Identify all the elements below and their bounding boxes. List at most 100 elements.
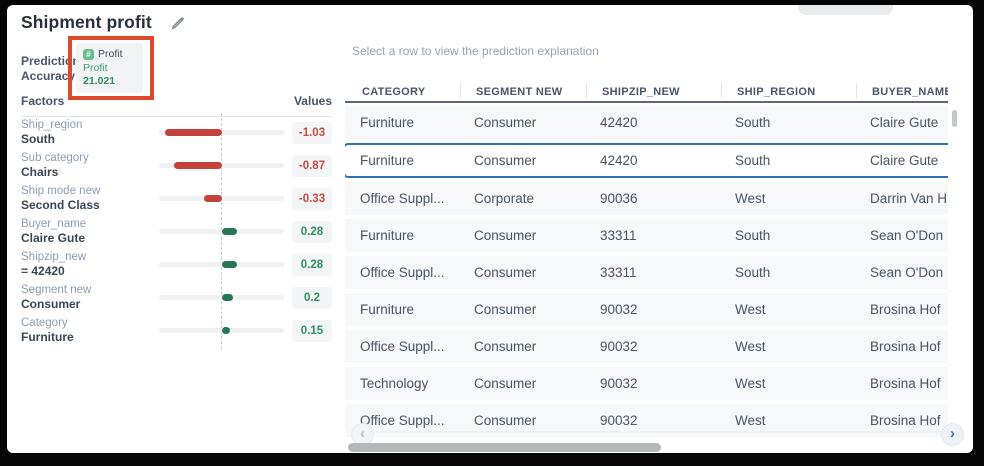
factor-name: Sub category xyxy=(21,152,89,164)
table-row[interactable]: Office Suppl... Corporate 90036 West Darrin … xyxy=(345,182,948,215)
factor-value-chip: -1.03 xyxy=(292,121,332,144)
table-hint: Select a row to view the prediction expl… xyxy=(352,44,599,58)
factor-value-chip: 0.2 xyxy=(292,286,332,309)
factor-name: Ship mode new xyxy=(21,185,101,197)
factor-row: Ship mode new Second Class -0.33 xyxy=(21,182,332,215)
factor-value-label: Second Class xyxy=(21,198,100,212)
table-cell: Office Suppl... xyxy=(360,191,445,206)
table-cell: Darrin Van H xyxy=(870,191,948,206)
table-row-selected[interactable]: Furniture Consumer 42420 South Claire Gute xyxy=(345,143,948,178)
factor-row: Shipzip_new = 42420 0.28 xyxy=(21,248,332,281)
factor-bar xyxy=(222,327,231,334)
table-row[interactable]: Office Suppl... Consumer 33311 South Sean O'… xyxy=(345,256,948,289)
factor-value-label: South xyxy=(21,132,55,146)
table-column-header[interactable]: CATEGORY xyxy=(362,85,426,98)
top-right-partial-button xyxy=(798,5,893,15)
table-cell: South xyxy=(735,153,771,168)
table-column-header[interactable]: BUYER_NAME xyxy=(855,82,948,101)
table-cell: 90032 xyxy=(600,339,638,354)
factor-value-label: = 42420 xyxy=(21,264,65,278)
table-body: Furniture Consumer 42420 South Claire Gute F… xyxy=(345,106,948,441)
edit-pencil-icon[interactable] xyxy=(170,14,187,31)
table-cell: 42420 xyxy=(600,153,638,168)
table-cell: Consumer xyxy=(474,228,537,243)
factor-bar xyxy=(174,162,222,169)
table-cell: South xyxy=(735,265,771,280)
factor-value-label: Furniture xyxy=(21,330,74,344)
badge-accuracy-value: 21.021 xyxy=(83,75,116,87)
values-header: Values xyxy=(293,94,332,108)
table-cell: West xyxy=(735,376,766,391)
factor-bar-track xyxy=(159,261,284,268)
table-cell: 90032 xyxy=(600,302,638,317)
factor-row: Buyer_name Claire Gute 0.28 xyxy=(21,215,332,248)
table-column-header[interactable]: SHIP_REGION xyxy=(720,82,855,101)
factor-value-chip: -0.87 xyxy=(292,154,332,177)
table-row[interactable]: Technology Consumer 90032 West Brosina Hof xyxy=(345,367,948,400)
table-cell: Sean O'Don xyxy=(870,265,944,280)
table-cell: South xyxy=(735,115,771,130)
table-cell: Brosina Hof xyxy=(870,302,941,317)
table-cell: 90032 xyxy=(600,376,638,391)
factor-value-chip: 0.15 xyxy=(292,319,332,342)
factor-row: Category Furniture 0.15 xyxy=(21,314,332,347)
table-cell: Consumer xyxy=(474,115,537,130)
table-cell: Corporate xyxy=(474,191,535,206)
scroll-right-button[interactable]: › xyxy=(941,423,964,446)
factor-bar-track xyxy=(159,162,284,169)
table-cell: Office Suppl... xyxy=(360,413,445,428)
app-window: Shipment profit Prediction Accuracy # Pr… xyxy=(7,5,973,453)
factor-bar xyxy=(222,228,238,235)
factor-bar xyxy=(222,261,238,268)
table-cell: Technology xyxy=(360,376,429,391)
table-cell: South xyxy=(735,228,771,243)
table-cell: 90032 xyxy=(600,413,638,428)
table-row[interactable]: Furniture Consumer 33311 South Sean O'Don xyxy=(345,219,948,252)
table-header: CATEGORY SEGMENT NEW SHIPZIP_NEW SHIP_RE… xyxy=(345,82,948,103)
table-column-header[interactable]: SHIPZIP_NEW xyxy=(585,82,720,101)
table-cell: Sean O'Don xyxy=(870,228,944,243)
badge-field-name: Profit xyxy=(98,48,123,60)
table-cell: Brosina Hof xyxy=(870,376,941,391)
table-row[interactable]: Furniture Consumer 42420 South Claire Gute xyxy=(345,106,948,139)
table-cell: Brosina Hof xyxy=(870,413,941,428)
factor-bar xyxy=(222,294,233,301)
factor-value-chip: 0.28 xyxy=(292,253,332,276)
vertical-scrollbar-thumb[interactable] xyxy=(952,110,957,127)
table-row[interactable]: Office Suppl... Consumer 90032 West Brosina … xyxy=(345,330,948,363)
table-cell: 33311 xyxy=(600,265,637,280)
table-row[interactable]: Furniture Consumer 90032 West Brosina Hof xyxy=(345,293,948,326)
factor-bar-track xyxy=(159,129,284,136)
factor-name: Buyer_name xyxy=(21,218,87,230)
horizontal-scrollbar-thumb[interactable] xyxy=(348,443,661,452)
table-cell: Claire Gute xyxy=(870,153,939,168)
table-cell: Brosina Hof xyxy=(870,339,941,354)
table-cell: 90036 xyxy=(600,191,638,206)
table-cell: Furniture xyxy=(360,302,415,317)
table-cell: Furniture xyxy=(360,228,415,243)
table-cell: Consumer xyxy=(474,339,537,354)
prediction-target-badge: # Profit Profit 21.021 xyxy=(76,43,143,93)
page-title: Shipment profit xyxy=(21,12,152,32)
factor-value-chip: -0.33 xyxy=(292,187,332,210)
factor-name: Category xyxy=(21,317,68,329)
factors-chart: Ship_region South -1.03 Sub category Cha… xyxy=(21,113,332,349)
factor-bar-track xyxy=(159,195,284,202)
factor-name: Segment new xyxy=(21,284,92,296)
table-cell: West xyxy=(735,191,766,206)
table-cell: Office Suppl... xyxy=(360,339,445,354)
table-cell: Furniture xyxy=(360,153,415,168)
factor-bar xyxy=(203,195,222,202)
horizontal-scrollbar-track xyxy=(375,431,940,433)
table-cell: Furniture xyxy=(360,115,415,130)
table-cell: Consumer xyxy=(474,153,537,168)
factor-row: Sub category Chairs -0.87 xyxy=(21,149,332,182)
factor-value-label: Chairs xyxy=(21,165,59,179)
table-cell: Consumer xyxy=(474,265,537,280)
table-cell: Consumer xyxy=(474,302,537,317)
badge-target-name: Profit xyxy=(83,62,108,74)
table-column-header[interactable]: SEGMENT NEW xyxy=(459,82,585,101)
table-cell: 33311 xyxy=(600,228,637,243)
factor-name: Shipzip_new xyxy=(21,251,87,263)
